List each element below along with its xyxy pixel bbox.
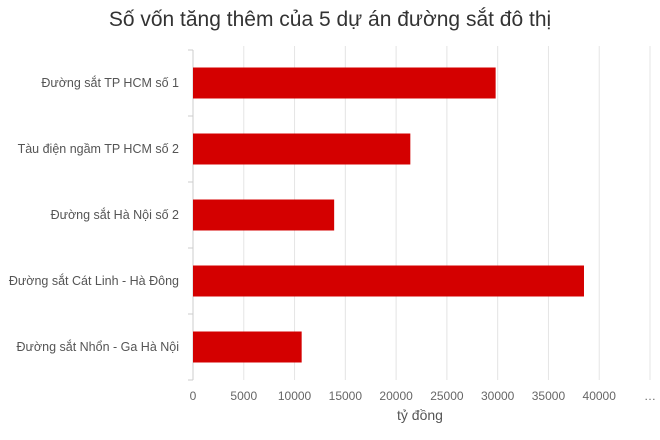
x-tick-label: 0 xyxy=(190,389,197,403)
x-tick-label: 5000 xyxy=(230,389,257,403)
x-tick-label: 35000 xyxy=(532,389,566,403)
x-tick-label: … xyxy=(644,389,656,403)
x-tick-label: 20000 xyxy=(379,389,413,403)
axes xyxy=(188,49,194,381)
category-label: Tàu điện ngầm TP HCM số 2 xyxy=(18,142,179,156)
category-label: Đường sắt TP HCM số 1 xyxy=(41,75,179,90)
x-tick-label: 15000 xyxy=(329,389,363,403)
bar xyxy=(193,133,411,165)
category-labels: Đường sắt TP HCM số 1 Tàu điện ngầm TP HC… xyxy=(9,75,179,354)
bar xyxy=(193,199,335,231)
x-tick-labels: 0 5000 10000 15000 20000 25000 30000 35000 40000… xyxy=(190,389,656,403)
x-tick-label: 30000 xyxy=(481,389,515,403)
bar xyxy=(193,67,496,99)
category-label: Đường sắt Nhổn - Ga Hà Nội xyxy=(17,339,179,354)
category-label: Đường sắt Cát Linh - Hà Đông xyxy=(9,273,179,288)
x-axis-title: tỷ đồng xyxy=(397,407,443,423)
x-tick-label: 40000 xyxy=(583,389,617,403)
bar xyxy=(193,265,584,297)
bar xyxy=(193,331,302,363)
bars xyxy=(193,67,584,363)
x-tick-label: 10000 xyxy=(278,389,312,403)
chart-title: Số vốn tăng thêm của 5 dự án đường sắt đ… xyxy=(108,8,552,31)
category-label: Đường sắt Hà Nội số 2 xyxy=(51,207,179,222)
x-tick-label: 25000 xyxy=(430,389,464,403)
